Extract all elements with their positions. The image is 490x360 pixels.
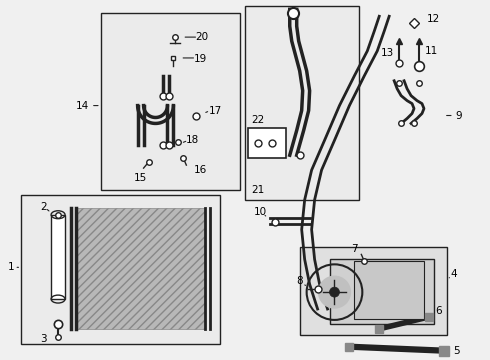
Text: 15: 15 bbox=[134, 173, 147, 183]
Text: 3: 3 bbox=[40, 334, 47, 344]
Bar bbox=[245, 6, 359, 200]
Text: 13: 13 bbox=[381, 48, 394, 58]
Text: 10: 10 bbox=[253, 207, 267, 217]
Text: 4: 4 bbox=[450, 269, 457, 279]
Text: 14: 14 bbox=[76, 100, 90, 111]
Text: 11: 11 bbox=[424, 46, 438, 56]
Circle shape bbox=[329, 287, 340, 297]
Text: 7: 7 bbox=[351, 244, 358, 255]
Text: 19: 19 bbox=[194, 54, 207, 64]
Text: 5: 5 bbox=[453, 346, 460, 356]
Text: 6: 6 bbox=[436, 306, 442, 316]
Bar bbox=[248, 129, 286, 158]
Text: 12: 12 bbox=[427, 14, 441, 24]
Bar bbox=[21, 195, 220, 344]
Text: 9: 9 bbox=[456, 111, 462, 121]
Text: 1: 1 bbox=[8, 262, 15, 272]
Circle shape bbox=[318, 276, 350, 308]
Bar bbox=[76, 208, 205, 329]
Text: 18: 18 bbox=[186, 135, 199, 145]
Text: 8: 8 bbox=[296, 276, 303, 286]
Text: 20: 20 bbox=[196, 32, 209, 42]
Bar bbox=[329, 260, 434, 324]
Bar bbox=[300, 247, 447, 335]
Bar bbox=[51, 215, 65, 299]
Bar bbox=[101, 13, 240, 190]
Text: 16: 16 bbox=[194, 165, 207, 175]
Bar bbox=[354, 261, 424, 319]
Text: 2: 2 bbox=[40, 202, 47, 212]
Text: 17: 17 bbox=[209, 105, 222, 116]
Text: 22: 22 bbox=[251, 116, 265, 126]
Text: 21: 21 bbox=[251, 185, 265, 195]
